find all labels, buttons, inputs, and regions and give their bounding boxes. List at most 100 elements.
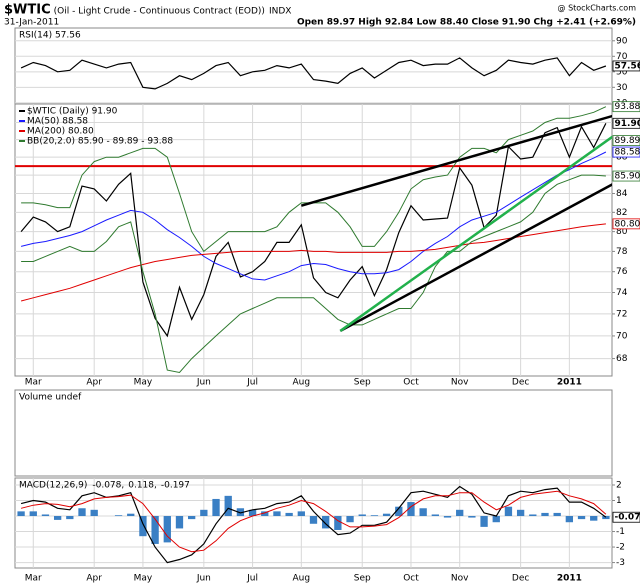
x-tick-label: Aug (293, 574, 311, 584)
histogram-bar (395, 506, 403, 517)
histogram-bar (480, 516, 488, 527)
histogram-bar (529, 514, 537, 517)
legend-entry: MA(50) 88.58 (27, 117, 88, 127)
histogram-bar (212, 498, 220, 517)
panel-title: RSI(14) 57.56 (19, 31, 81, 41)
x-tick-label: Jul (246, 574, 258, 584)
histogram-bar (322, 516, 330, 529)
x-tick-label: Nov (451, 574, 469, 584)
histogram-bar (224, 495, 232, 517)
histogram-bar (309, 516, 318, 524)
value-tag: 85.90 (615, 172, 640, 182)
histogram-bar (78, 508, 86, 517)
y-tick-label: -2 (616, 543, 625, 553)
panel-frame (14, 389, 613, 477)
histogram-bar (346, 516, 354, 523)
histogram-bar (175, 516, 184, 529)
histogram-bar (151, 516, 159, 544)
x-tick-label: Apr (86, 574, 102, 584)
x-tick-label: May (134, 574, 153, 584)
histogram-bar (443, 516, 452, 518)
legend-entry: MA(200) 80.80 (27, 127, 94, 137)
x-tick-label: Oct (403, 574, 419, 584)
histogram-bar (504, 506, 513, 517)
value-tag: 91.90 (615, 119, 640, 129)
histogram-bar (285, 512, 293, 517)
histogram-bar (602, 516, 610, 520)
histogram-bar (370, 515, 379, 517)
series-line (20, 57, 607, 90)
y-tick-label: 90 (616, 36, 628, 46)
y-tick-label: 88 (616, 153, 628, 163)
y-tick-label: 2 (616, 480, 622, 490)
quote: Open 89.97 High 92.84 Low 88.40 Close 91… (297, 18, 636, 28)
y-tick-label: 80 (616, 227, 628, 237)
x-tick-label: Sep (354, 574, 371, 584)
value-tag: 88.58 (615, 148, 640, 158)
value-tag: 80.80 (615, 219, 640, 229)
x-tick-label: Dec (512, 574, 529, 584)
panel (15, 104, 612, 376)
y-tick-label: 1 (616, 496, 622, 506)
histogram-bar (248, 509, 257, 517)
value-tag-box (612, 511, 640, 523)
series-line (20, 490, 607, 553)
x-tick-label: Dec (512, 378, 529, 388)
y-tick-label: 76 (616, 267, 628, 277)
panel (15, 40, 612, 104)
histogram-bar (17, 511, 25, 517)
x-tick-label: Oct (403, 378, 419, 388)
histogram-bar (407, 502, 415, 517)
x-tick-label: 2011 (557, 574, 582, 584)
histogram-bar (382, 513, 391, 517)
legend-entry: BB(20,2.0) 85.90 - 89.89 - 93.88 (27, 137, 173, 147)
value-tag-box (612, 135, 640, 146)
panel-title: Volume undef (19, 393, 82, 403)
x-tick-label: Nov (451, 378, 469, 388)
histogram-bar (41, 514, 50, 517)
trendline (339, 135, 612, 332)
histogram-bar (431, 514, 439, 517)
histogram-bar (66, 516, 74, 520)
histogram-bar (90, 509, 98, 517)
histogram-bar (200, 509, 208, 517)
histogram-bar (565, 516, 574, 523)
value-tag: 89.89 (615, 136, 640, 146)
value-tag: 93.88 (615, 102, 640, 112)
histogram-bar (127, 513, 135, 517)
histogram-bar (236, 508, 245, 517)
histogram-bar (163, 516, 171, 543)
x-tick-label: Sep (354, 378, 371, 388)
symbol: $WTIC (4, 3, 51, 18)
histogram-bar (273, 511, 281, 517)
histogram-bar (577, 516, 586, 520)
panel-frame (14, 27, 613, 105)
band-lower (21, 174, 606, 374)
legend-entry: $WTIC (Daily) 91.90 (27, 107, 118, 117)
y-tick-label: 78 (616, 247, 628, 257)
series-line (20, 485, 607, 564)
histogram-bar (419, 508, 427, 517)
legend-entry: -0.197 (161, 481, 190, 491)
histogram-bar (261, 511, 269, 517)
panel (15, 478, 612, 568)
histogram-bar (516, 509, 525, 517)
histogram-bar (553, 512, 561, 517)
histogram-bar (492, 516, 500, 523)
histogram-bar (541, 512, 549, 517)
histogram-bar (139, 516, 147, 537)
value-tag-box (612, 117, 640, 129)
panel-title: MACD(12,26,9) (19, 481, 87, 491)
y-tick-label: 70 (616, 331, 628, 341)
x-tick-label: Mar (25, 574, 42, 584)
date: 31-Jan-2011 (4, 18, 59, 28)
histogram-bar (114, 515, 123, 517)
x-tick-label: Jul (246, 378, 258, 388)
histogram-bar (468, 516, 476, 518)
histogram-bar (334, 516, 342, 530)
x-tick-label: Mar (25, 378, 42, 388)
y-tick-label: 70 (616, 52, 628, 62)
y-tick-label: 82 (616, 208, 627, 218)
x-tick-label: Jun (196, 378, 211, 388)
series-line (20, 223, 606, 302)
